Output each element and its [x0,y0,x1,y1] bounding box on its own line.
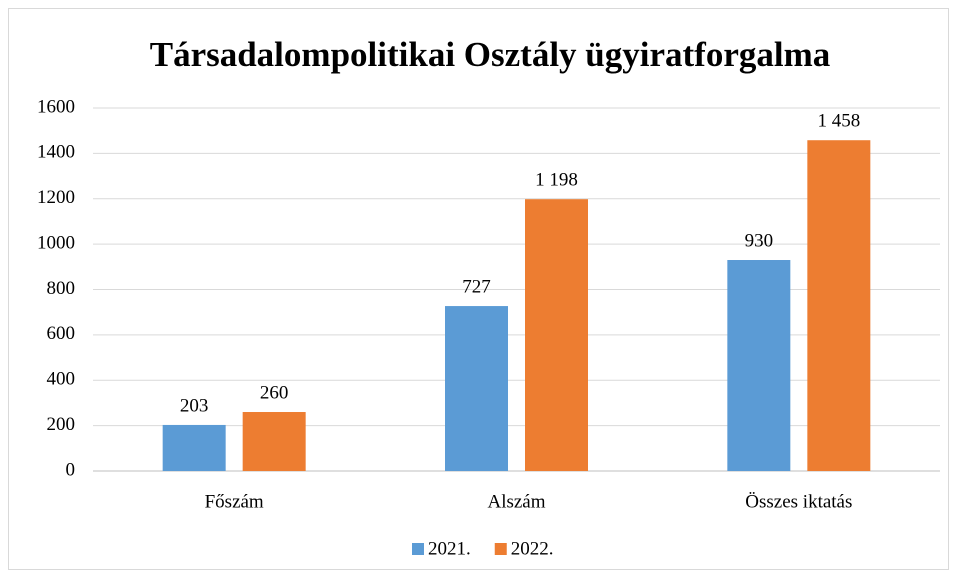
value-label: 1 458 [817,111,860,132]
y-tick-label: 1600 [37,96,75,117]
x-tick-label: Főszám [205,491,264,512]
value-label: 1 198 [535,170,578,191]
value-label: 727 [462,276,491,297]
value-label: 260 [260,382,289,403]
y-tick-label: 1000 [37,232,75,253]
legend-label: 2022. [511,538,554,559]
bar [525,199,588,472]
value-label: 930 [745,230,774,251]
bar [727,260,791,471]
chart-title: Társadalompolitikai Osztály ügyiratforga… [150,35,831,74]
value-label: 203 [180,395,209,416]
y-tick-label: 1400 [37,142,75,163]
legend-swatch [412,543,424,555]
y-tick-label: 800 [47,278,76,299]
bar [162,424,226,471]
bar [445,306,508,471]
legend-swatch [494,543,507,555]
bar [242,412,306,471]
y-tick-label: 200 [47,414,76,435]
legend-label: 2021. [428,538,471,559]
y-tick-label: 1200 [37,187,75,208]
y-tick-label: 600 [47,323,76,344]
bar [807,140,871,471]
y-tick-label: 0 [66,459,76,480]
x-tick-label: Összes iktatás [745,491,852,512]
y-tick-label: 400 [47,369,76,390]
x-tick-label: Alszám [487,491,545,512]
